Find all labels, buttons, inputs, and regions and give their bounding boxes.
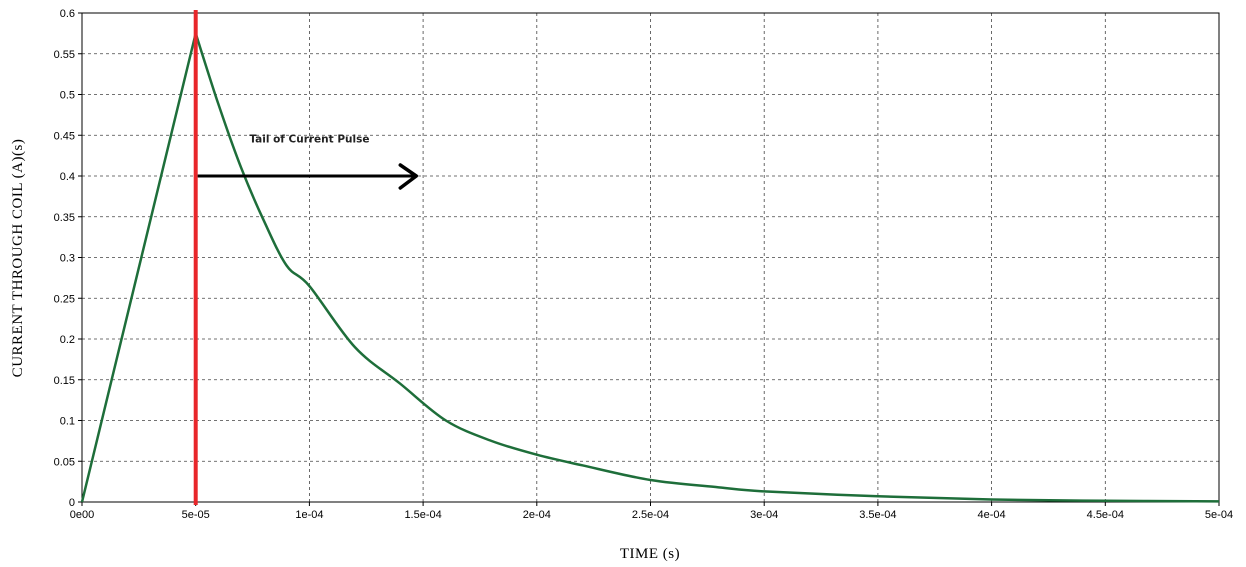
x-tick-label: 5e-05 [182,509,210,521]
y-tick-label: 0.5 [60,90,75,102]
x-tick-label: 2e-04 [523,509,551,521]
x-tick-label: 4e-04 [978,509,1006,521]
y-tick-label: 0.3 [60,253,75,265]
y-tick-label: 0.4 [60,171,75,183]
x-tick-label: 3.5e-04 [859,509,896,521]
x-tick-label: 2.5e-04 [632,509,669,521]
x-tick-label: 0e00 [70,509,94,521]
y-axis: 0 0.05 0.1 0.15 0.2 0.25 0.3 0.35 0.4 0.45 0.5 0.55… [54,8,82,509]
y-tick-label: 0.25 [54,293,75,305]
y-tick-label: 0.2 [60,334,75,346]
y-tick-label: 0.6 [60,8,75,20]
x-tick-label: 5e-04 [1205,509,1233,521]
series-line [80,32,1220,503]
y-tick-label: 0.15 [54,375,75,387]
x-tick-label: 1e-04 [295,509,323,521]
y-tick-label: 0.05 [54,456,75,468]
x-tick-label: 3e-04 [750,509,778,521]
y-axis-title: CURRENT THROUGH COIL (A)(s) [10,139,26,378]
x-tick-label: 1.5e-04 [404,509,441,521]
y-tick-label: 0.35 [54,212,75,224]
annotation-label: Tail of Current Pulse [249,133,369,145]
x-axis-title: TIME (s) [620,546,680,562]
y-tick-label: 0.55 [54,49,75,61]
x-axis: 0e00 5e-05 1e-04 1.5e-04 2e-04 2.5e-04 3e-04 3.… [70,502,1233,521]
x-tick-label: 4.5e-04 [1087,509,1124,521]
y-tick-label: 0.45 [54,130,75,142]
y-tick-label: 0 [69,497,75,509]
y-tick-label: 0.1 [60,416,75,428]
annotation-arrow-head [398,163,419,190]
grid [82,13,1219,502]
